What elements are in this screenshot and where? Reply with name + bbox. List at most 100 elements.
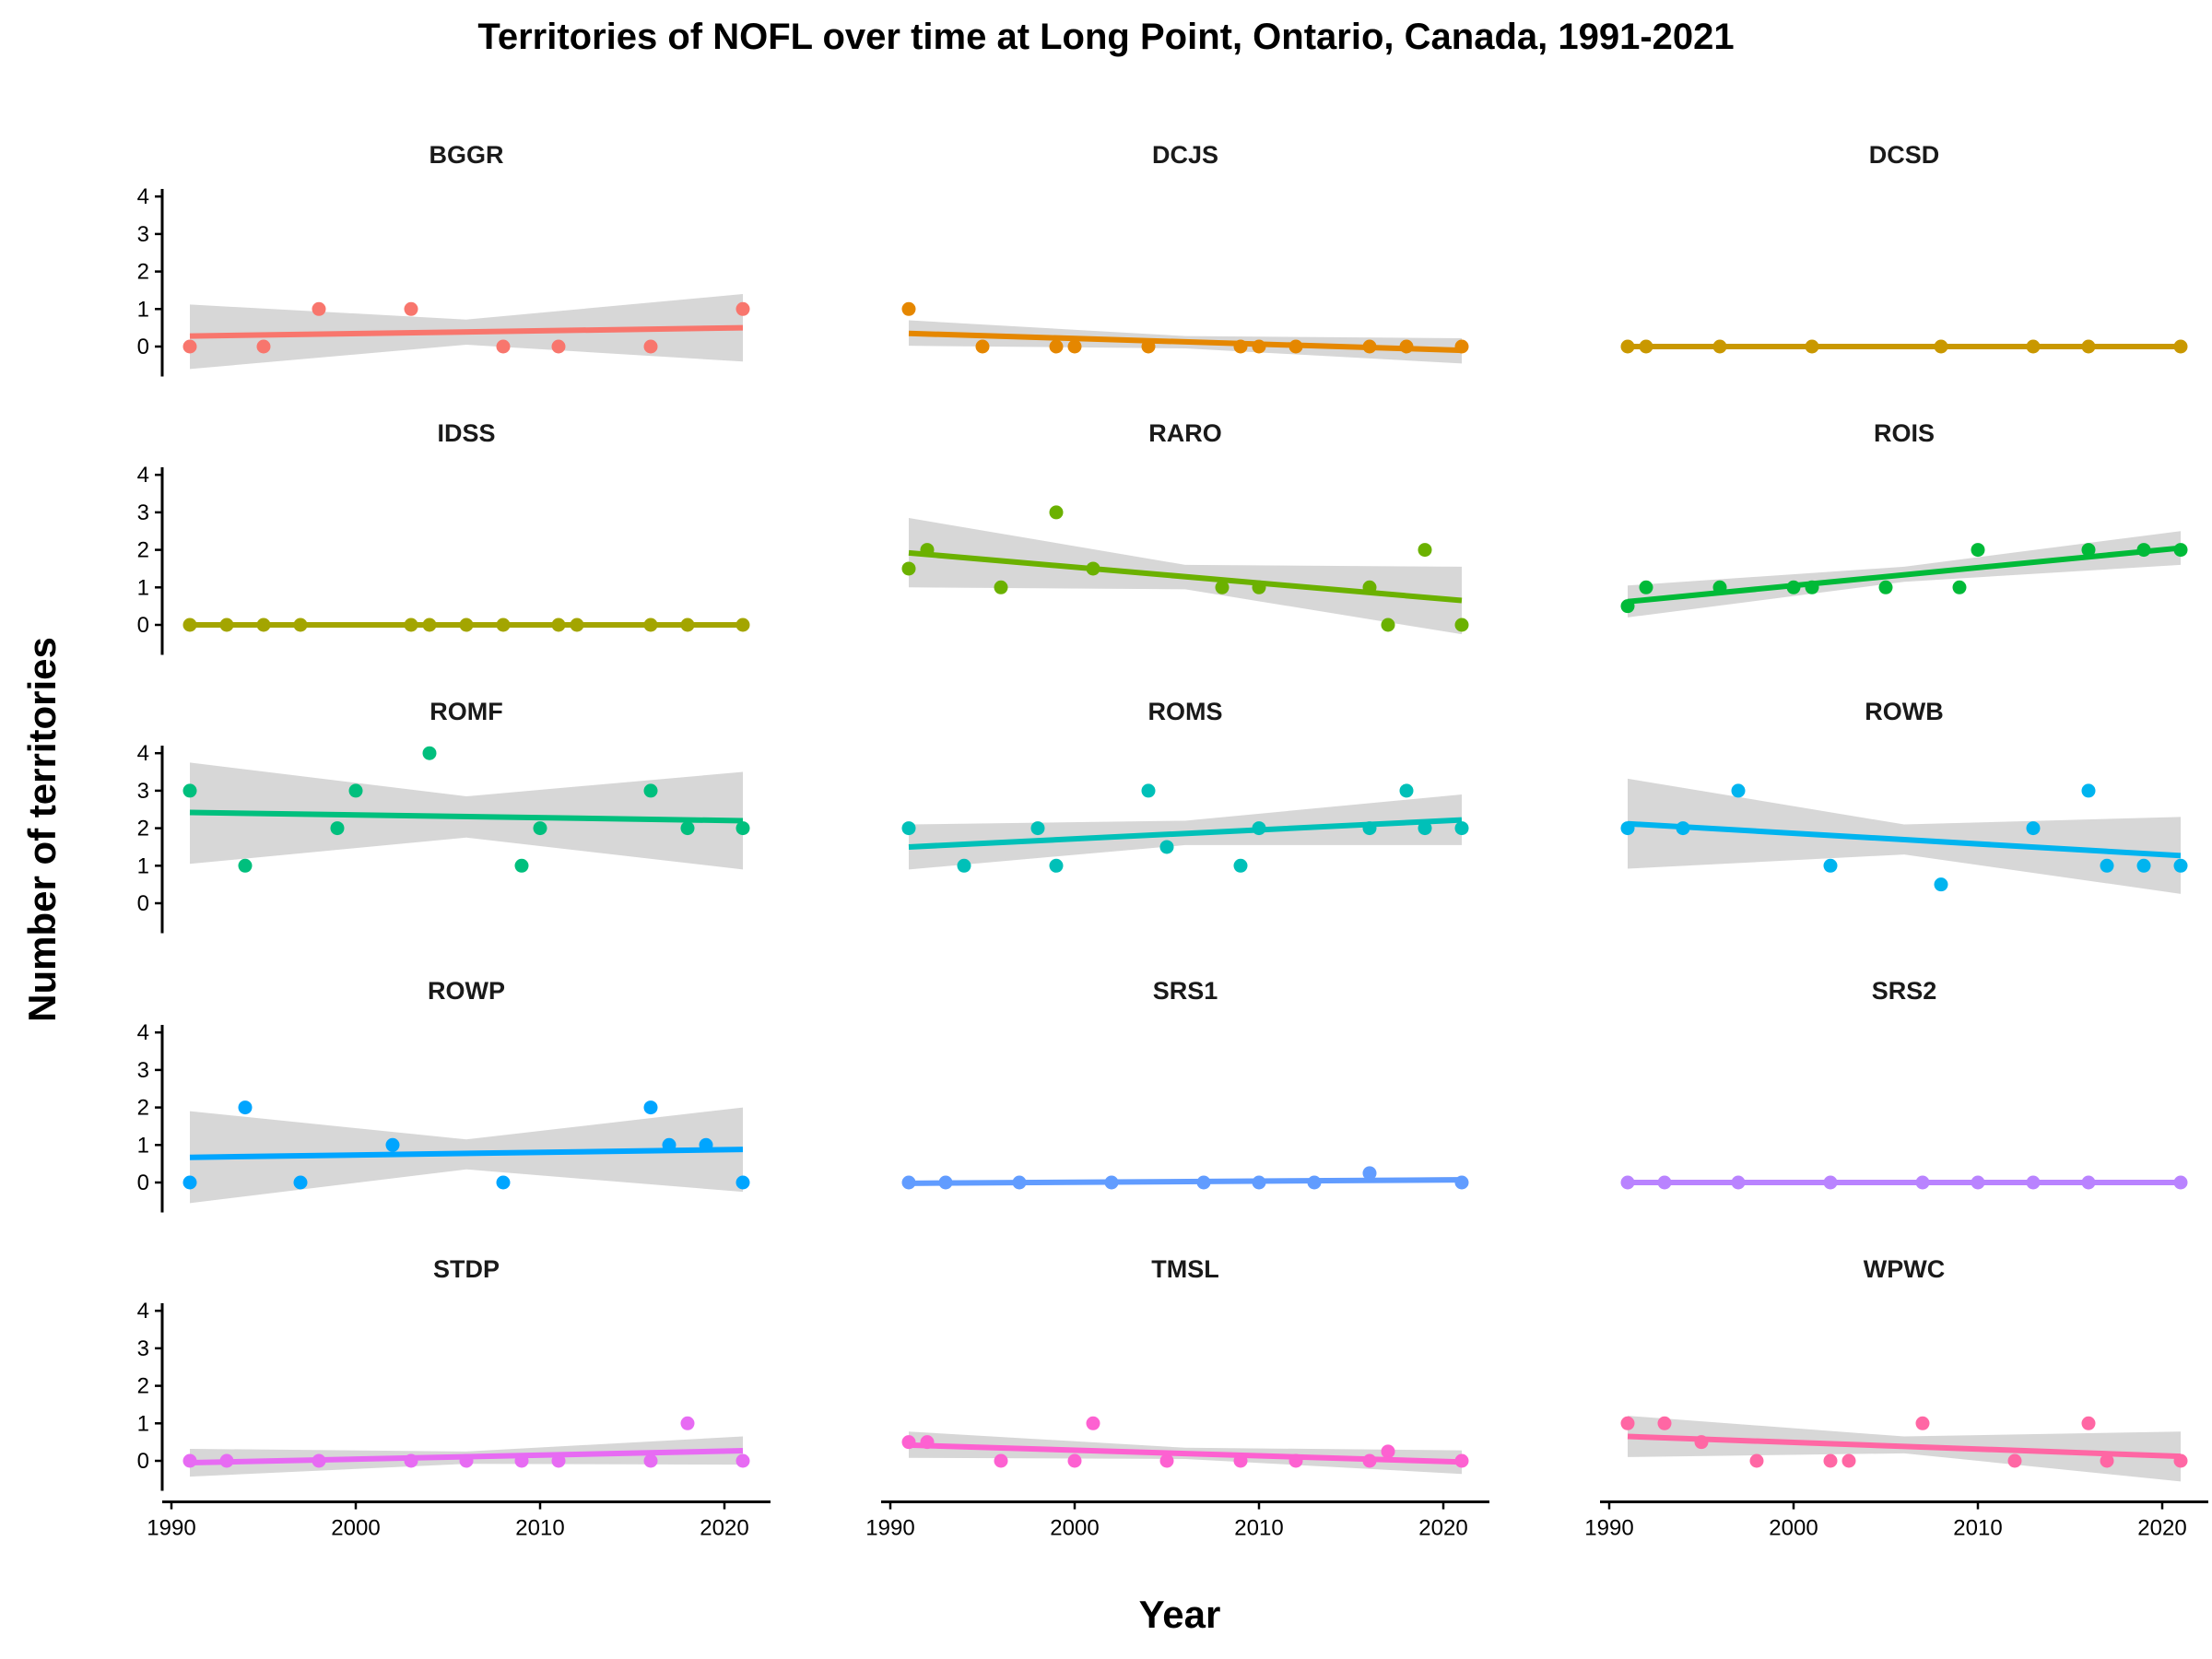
trend-line	[1627, 1433, 2182, 1460]
data-point	[551, 339, 566, 354]
x-tick-label: 1990	[147, 1516, 195, 1541]
panel-title: RARO	[1148, 419, 1222, 447]
data-point	[643, 1100, 658, 1115]
data-point	[533, 821, 547, 836]
data-point	[643, 1453, 658, 1468]
panel-title: ROWB	[1865, 698, 1943, 725]
data-point	[496, 339, 511, 354]
panel-roms: ROMS	[901, 698, 1469, 873]
panel-srs2: SRS2	[1620, 977, 2188, 1190]
y-tick-label: 1	[137, 297, 149, 322]
panel-srs1: SRS1	[901, 977, 1469, 1190]
data-point	[1454, 618, 1469, 632]
x-tick-label: 2020	[1418, 1516, 1467, 1541]
data-point	[643, 783, 658, 798]
data-point	[1823, 858, 1838, 873]
trend-line	[1627, 820, 2182, 859]
data-point	[1159, 1453, 1174, 1468]
y-tick-label: 1	[137, 1133, 149, 1158]
trend-line	[189, 809, 744, 824]
data-point	[182, 339, 197, 354]
y-tick-label: 4	[137, 1020, 149, 1045]
data-point	[1731, 783, 1746, 798]
data-point	[182, 1175, 197, 1190]
panel-title: BGGR	[429, 141, 504, 169]
x-tick-label: 2000	[1769, 1516, 1818, 1541]
panel-rowp: ROWP 0 1 2 3 4	[137, 977, 750, 1213]
data-point	[680, 1416, 695, 1430]
data-point	[293, 1175, 308, 1190]
data-point	[256, 339, 271, 354]
data-point	[1841, 1453, 1856, 1468]
panel-rowb: ROWB	[1620, 698, 2188, 894]
panel-title: DCJS	[1152, 141, 1218, 169]
data-point	[735, 1175, 750, 1190]
data-point	[514, 858, 529, 873]
panel-title: STDP	[433, 1255, 500, 1283]
data-point	[643, 339, 658, 354]
data-point	[238, 1100, 253, 1115]
panel-title: ROMF	[429, 698, 502, 725]
y-tick-label: 2	[137, 1096, 149, 1121]
trend-line	[189, 1147, 744, 1160]
y-tick-label: 3	[137, 1336, 149, 1361]
data-point	[330, 821, 345, 836]
panel-title: DCSD	[1869, 141, 1940, 169]
data-point	[1749, 1453, 1764, 1468]
y-tick-label: 2	[137, 538, 149, 563]
data-point	[1454, 821, 1469, 836]
panel-title: SRS1	[1153, 977, 1218, 1005]
data-point	[1915, 1416, 1930, 1430]
data-point	[422, 746, 437, 760]
panel-stdp: STDP 0 1 2 3 4 1990 2000 2010 2020	[137, 1255, 771, 1541]
panel-title: ROIS	[1874, 419, 1935, 447]
data-point	[1049, 858, 1064, 873]
data-point	[1418, 543, 1432, 558]
y-tick-label: 3	[137, 1058, 149, 1083]
data-point	[1952, 580, 1967, 594]
data-point	[2026, 821, 2041, 836]
y-tick-label: 3	[137, 222, 149, 247]
y-tick-label: 0	[137, 613, 149, 638]
panel-title: IDSS	[437, 419, 495, 447]
data-point	[404, 301, 418, 316]
y-tick-label: 0	[137, 891, 149, 916]
data-point	[1233, 858, 1248, 873]
y-tick-label: 4	[137, 463, 149, 488]
y-tick-label: 0	[137, 1171, 149, 1195]
data-point	[1823, 1453, 1838, 1468]
data-point	[901, 301, 916, 316]
y-tick-label: 1	[137, 575, 149, 600]
data-point	[1215, 580, 1230, 594]
data-point	[735, 301, 750, 316]
trend-line	[908, 1441, 1463, 1465]
x-tick-label: 2020	[700, 1516, 748, 1541]
trend-line	[1627, 545, 2182, 605]
data-point	[994, 1453, 1008, 1468]
data-point	[1362, 1166, 1377, 1181]
data-point	[1141, 783, 1156, 798]
data-point	[182, 783, 197, 798]
y-tick-label: 4	[137, 184, 149, 209]
x-axis-title: Year	[1138, 1593, 1221, 1636]
y-tick-label: 1	[137, 1411, 149, 1436]
trend-line	[908, 330, 1463, 354]
data-point	[1399, 783, 1414, 798]
data-point	[496, 1175, 511, 1190]
data-point	[1381, 618, 1395, 632]
panel-title: WPWC	[1864, 1255, 1945, 1283]
y-tick-label: 0	[137, 335, 149, 359]
panel-romf: ROMF 0 1 2 3 4	[137, 698, 750, 934]
data-point	[1086, 1416, 1100, 1430]
y-tick-label: 3	[137, 500, 149, 525]
trend-line	[189, 1448, 744, 1466]
y-tick-label: 2	[137, 1374, 149, 1399]
data-point	[348, 783, 363, 798]
x-tick-label: 2000	[1050, 1516, 1099, 1541]
panel-title: ROMS	[1148, 698, 1223, 725]
y-tick-label: 2	[137, 260, 149, 285]
x-tick-label: 2020	[2137, 1516, 2186, 1541]
panel-raro: RARO	[901, 419, 1469, 635]
y-tick-label: 3	[137, 779, 149, 804]
